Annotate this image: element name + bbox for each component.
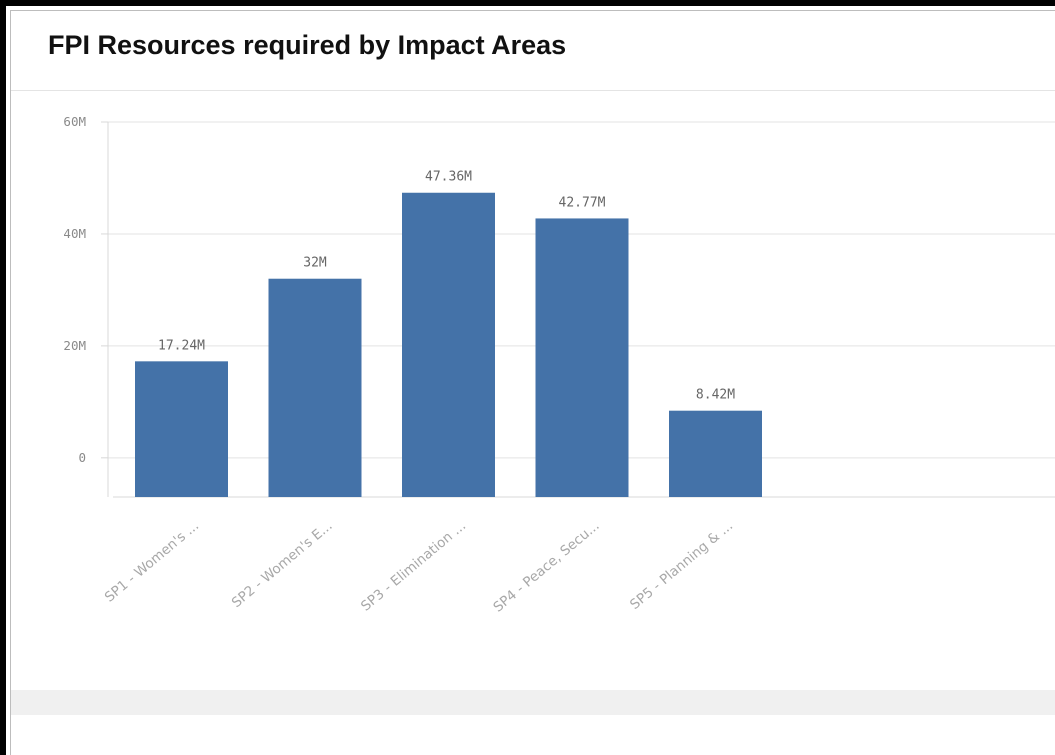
data-label: 32M [303,256,327,271]
bar-2 [268,278,362,497]
bar-chart[interactable]: 0 20M 40M 60M 17.24M SP1 - Women's ... 32M SP2 … [11,92,1055,690]
y-tick-label: 0 [78,450,86,465]
category-label: SP3 - Elimination ... [358,518,469,615]
data-label: 17.24M [158,338,205,353]
data-label: 47.36M [425,170,472,185]
y-tick-label: 60M [63,114,86,129]
data-label: 42.77M [559,195,606,210]
title-divider [11,90,1055,91]
panel-border [10,10,1055,755]
bar-5 [669,410,762,497]
category-label: SP1 - Women's ... [102,518,202,606]
chart-title: FPI Resources required by Impact Areas [48,30,567,60]
category-label: SP2 - Women's E... [229,518,336,611]
y-tick-label: 40M [63,226,86,241]
data-label: 8.42M [696,388,735,403]
category-label: SP5 - Planning & ... [627,518,736,613]
category-label: SP4 - Peace, Secu... [490,518,602,616]
footer-band [11,690,1055,715]
bar-4 [535,218,629,497]
y-tick-label: 20M [63,338,86,353]
bar-1 [135,361,228,497]
bar-3 [402,192,495,497]
